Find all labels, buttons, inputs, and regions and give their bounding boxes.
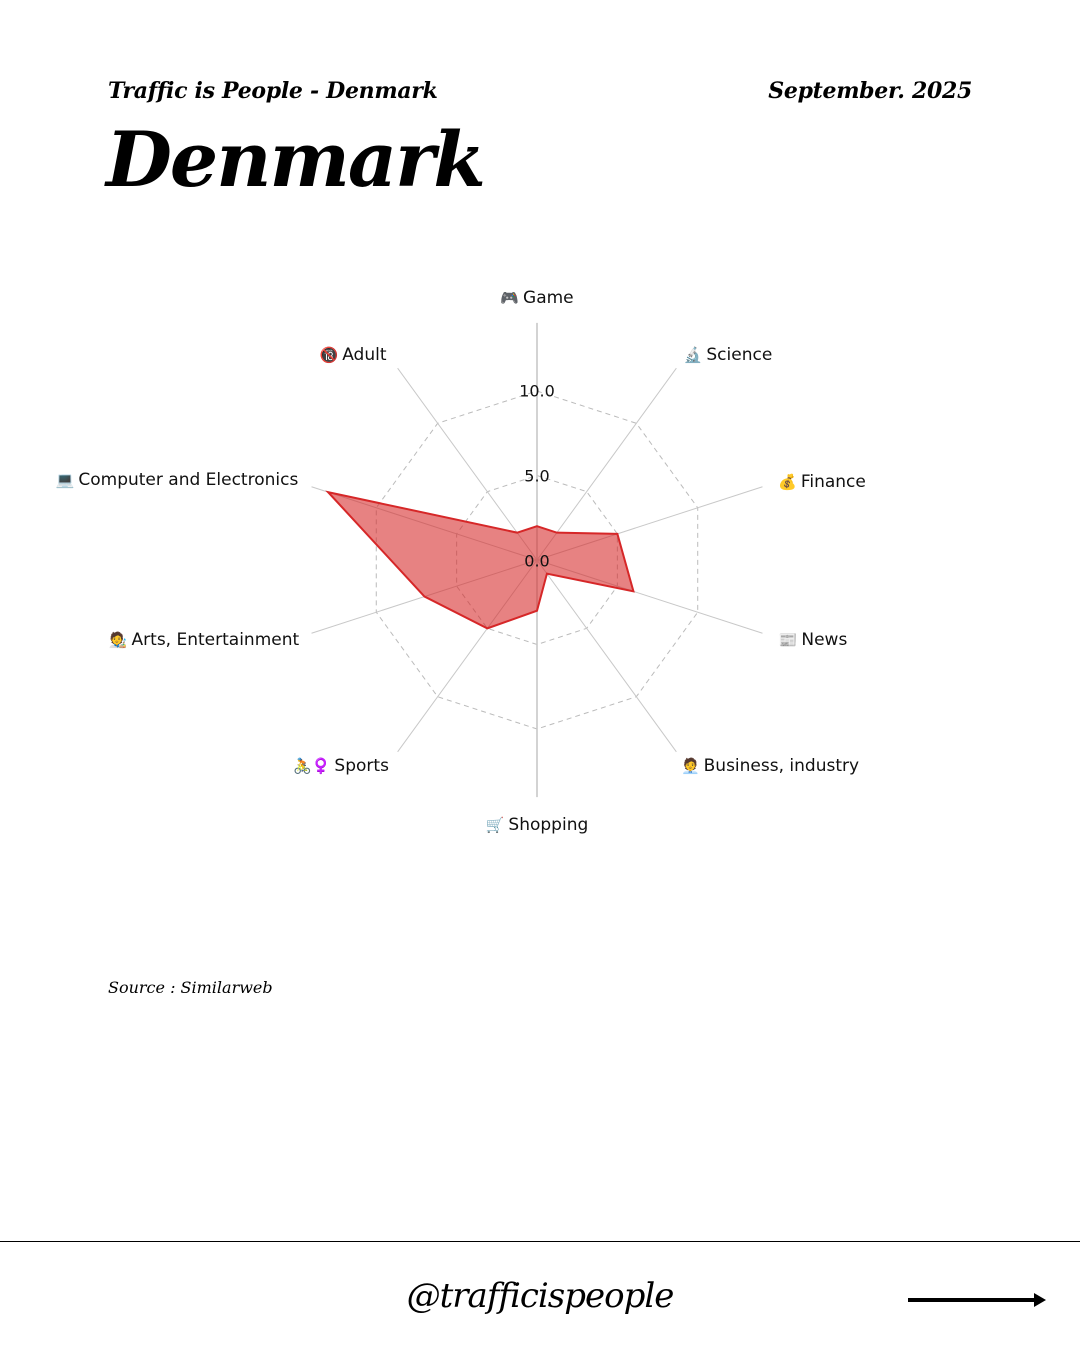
axis-label-arts: 🧑‍🎨 Arts, Entertainment: [108, 630, 300, 650]
office-worker-icon: 🧑‍💼: [680, 757, 700, 775]
laptop-icon: 💻: [55, 471, 75, 489]
axis-label-science: 🔬 Science: [683, 345, 773, 365]
axis-label-game: 🎮 Game: [500, 288, 574, 308]
footer-divider: [0, 1241, 1080, 1242]
microscope-icon: 🔬: [683, 346, 703, 364]
axis-label-news: 📰 News: [778, 630, 848, 650]
right-arrow-icon[interactable]: [908, 1290, 1048, 1310]
axis-label-finance: 💰 Finance: [778, 472, 866, 492]
social-handle: @trafficispeople: [406, 1276, 675, 1316]
data-series-polygon: [325, 490, 635, 630]
tick-label-5: 5.0: [524, 466, 550, 486]
axis-line: [536, 559, 677, 753]
newspaper-icon: 📰: [778, 631, 798, 649]
axis-label-computer: 💻 Computer and Electronics: [55, 470, 299, 490]
axis-label-sports: 🚴♀️ Sports: [293, 756, 389, 776]
header-subtitle: Traffic is People - Denmark: [108, 78, 438, 104]
radar-chart: [311, 322, 763, 798]
axis-label-adult: 🔞 Adult: [319, 345, 387, 365]
axis-label-shopping: 🛒 Shopping: [485, 815, 589, 835]
axis-line: [397, 367, 538, 561]
tick-label-10: 10.0: [519, 381, 555, 401]
tick-label-0: 0.0: [524, 551, 550, 571]
axis-line: [536, 367, 677, 561]
page-title: Denmark: [106, 115, 486, 204]
no-under-18-icon: 🔞: [319, 346, 339, 364]
axis-label-business: 🧑‍💼 Business, industry: [680, 756, 860, 776]
game-controller-icon: 🎮: [500, 289, 520, 307]
shopping-cart-icon: 🛒: [485, 816, 505, 834]
cyclist-icon: 🚴♀️: [293, 757, 331, 775]
source-note: Source : Similarweb: [108, 978, 273, 997]
artist-icon: 🧑‍🎨: [108, 631, 128, 649]
money-bag-icon: 💰: [778, 473, 797, 491]
header-date: September. 2025: [768, 78, 972, 104]
